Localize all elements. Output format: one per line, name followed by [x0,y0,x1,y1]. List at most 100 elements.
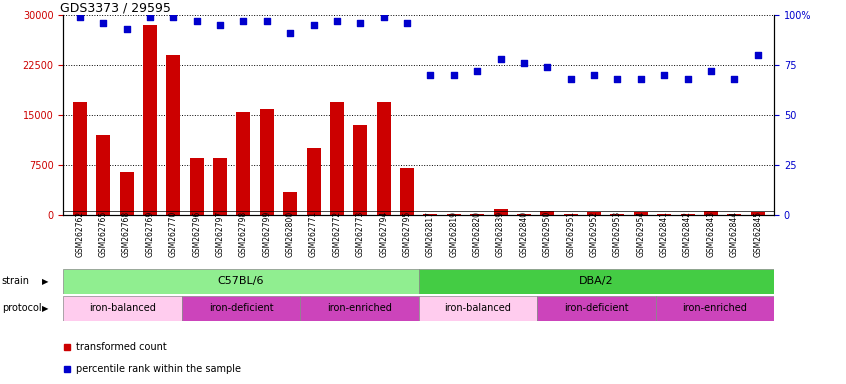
Point [564,76,578,82]
Text: C57BL/6: C57BL/6 [218,276,264,286]
Bar [611,214,624,215]
Bar [541,211,554,215]
Bar [563,214,578,215]
Point [541,64,554,70]
Bar [119,172,134,215]
Text: GSM262839: GSM262839 [496,211,505,257]
Text: GSM262842: GSM262842 [683,211,692,257]
Bar [587,212,602,215]
Bar [182,296,300,321]
Text: GSM262952: GSM262952 [590,211,599,257]
Text: percentile rank within the sample: percentile rank within the sample [76,364,241,374]
Bar [419,296,537,321]
Text: GSM262796: GSM262796 [192,211,201,257]
Text: GSM262772: GSM262772 [332,211,342,257]
Point [400,20,414,26]
Bar [283,192,297,215]
Bar [354,125,367,215]
Bar [236,112,250,215]
Text: GSM262771: GSM262771 [309,211,318,257]
Point [143,14,157,20]
Point [704,68,717,74]
Bar [96,135,110,215]
Text: GSM262953: GSM262953 [613,211,622,257]
Bar [213,159,227,215]
Bar [73,102,87,215]
Point [283,30,297,36]
Text: iron-balanced: iron-balanced [89,303,157,313]
Text: GSM262951: GSM262951 [566,211,575,257]
Bar [306,149,321,215]
Text: iron-balanced: iron-balanced [444,303,512,313]
Text: ▶: ▶ [42,304,49,313]
Bar [63,296,182,321]
Text: GSM262841: GSM262841 [660,211,668,257]
Text: GSM262843: GSM262843 [706,211,716,257]
Bar [680,214,695,215]
Text: GSM262770: GSM262770 [169,211,178,257]
Text: GDS3373 / 29595: GDS3373 / 29595 [60,1,171,14]
Point [260,18,273,25]
Text: GSM262773: GSM262773 [356,211,365,257]
Text: transformed count: transformed count [76,342,167,352]
Text: ▶: ▶ [42,276,49,286]
Text: GSM262799: GSM262799 [262,211,272,257]
Bar [400,169,414,215]
Text: GSM262795: GSM262795 [403,211,412,257]
Text: GSM262819: GSM262819 [449,211,459,257]
Bar [537,296,656,321]
Point [96,20,110,26]
Text: GSM262954: GSM262954 [636,211,645,257]
Bar [517,214,531,215]
Bar [750,212,765,215]
Point [681,76,695,82]
Bar [493,209,508,215]
Bar [300,296,419,321]
Bar [190,159,204,215]
Point [377,14,391,20]
Text: iron-enriched: iron-enriched [683,303,747,313]
Bar [657,214,671,215]
Point [213,22,227,28]
Point [470,68,484,74]
Text: iron-enriched: iron-enriched [327,303,392,313]
Text: DBA/2: DBA/2 [580,276,613,286]
Text: GSM262845: GSM262845 [753,211,762,257]
Bar [376,102,391,215]
Text: GSM262768: GSM262768 [122,211,131,257]
Point [424,72,437,78]
Text: GSM262769: GSM262769 [146,211,155,257]
Point [237,18,250,25]
Bar [260,109,274,215]
Text: GSM262820: GSM262820 [473,211,481,257]
Text: GSM262840: GSM262840 [519,211,529,257]
Text: strain: strain [2,276,30,286]
Point [447,72,460,78]
Text: GSM262800: GSM262800 [286,211,294,257]
Text: GSM262762: GSM262762 [75,211,85,257]
Text: iron-deficient: iron-deficient [564,303,629,313]
Point [73,14,86,20]
Point [587,72,601,78]
Point [307,22,321,28]
Text: protocol: protocol [2,303,41,313]
Point [494,56,508,62]
Point [120,26,134,32]
Bar [419,269,774,294]
Text: GSM262817: GSM262817 [426,211,435,257]
Bar [634,212,648,215]
Text: GSM262797: GSM262797 [216,211,224,257]
Bar [656,296,774,321]
Text: GSM262844: GSM262844 [730,211,739,257]
Point [751,52,765,58]
Point [330,18,343,25]
Point [167,14,180,20]
Text: GSM262794: GSM262794 [379,211,388,257]
Bar [63,269,419,294]
Text: GSM262950: GSM262950 [543,211,552,257]
Bar [167,55,180,215]
Text: GSM262765: GSM262765 [99,211,107,257]
Point [657,72,671,78]
Text: GSM262798: GSM262798 [239,211,248,257]
Point [190,18,203,25]
